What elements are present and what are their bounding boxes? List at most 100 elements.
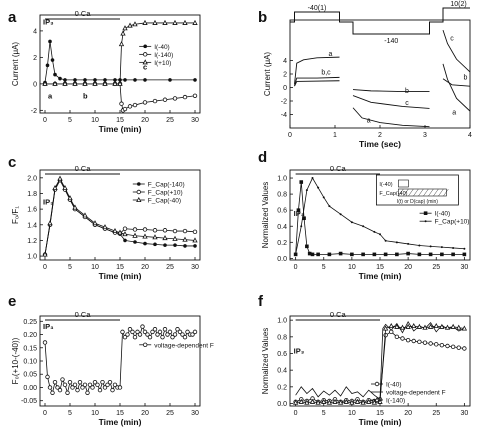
data-point <box>58 76 62 81</box>
y-tick-label: 0.6 <box>277 208 287 215</box>
data-point <box>182 228 188 234</box>
inset-hatch <box>428 188 434 197</box>
y-tick-label: 1.0 <box>277 176 287 183</box>
data-point <box>152 228 158 233</box>
y-tick-label: 0.8 <box>277 192 287 199</box>
x-tick-label: 30 <box>460 410 468 417</box>
trace-label: a <box>329 51 333 58</box>
data-point <box>326 399 333 405</box>
data-point <box>394 334 400 340</box>
data-point <box>117 385 123 390</box>
data-point <box>399 324 406 330</box>
data-point <box>47 385 53 390</box>
data-point <box>157 329 163 335</box>
data-point <box>418 244 421 247</box>
data-point <box>395 252 399 257</box>
x-tick-label: 30 <box>191 264 199 271</box>
data-point <box>90 385 95 390</box>
annotation: a <box>48 91 53 100</box>
data-point <box>417 339 422 345</box>
data-point <box>80 385 85 390</box>
data-point <box>57 175 63 181</box>
data-point <box>462 346 467 351</box>
panel-label: b <box>258 9 267 26</box>
x-tick-label: 5 <box>68 117 72 124</box>
data-point <box>180 332 185 337</box>
y-tick-label: 2 <box>283 72 287 79</box>
x-tick-label: 20 <box>141 410 149 417</box>
data-point <box>384 239 387 242</box>
inset-bar <box>398 179 409 188</box>
data-point <box>456 324 462 330</box>
data-point <box>395 241 398 244</box>
data-point <box>405 337 411 343</box>
data-point <box>371 399 378 405</box>
y-axis-label: F₀(+10-(-40)) <box>11 337 20 384</box>
data-point <box>97 387 103 393</box>
data-point <box>360 399 366 405</box>
trace-label: b <box>464 74 468 81</box>
legend-marker <box>374 396 380 403</box>
data-point <box>170 334 175 340</box>
series-F_Cap(-40) <box>42 175 198 257</box>
data-point <box>105 382 110 388</box>
x-tick-label: 4 <box>468 132 472 139</box>
series-I(+10) <box>42 19 198 86</box>
data-point <box>456 345 461 350</box>
data-point <box>107 379 113 385</box>
data-point <box>153 242 157 247</box>
data-point <box>309 398 316 404</box>
trace-label: a <box>452 110 456 117</box>
data-point <box>55 385 60 390</box>
data-point <box>307 251 312 256</box>
y-tick-label: 0.00 <box>23 385 37 392</box>
data-point <box>125 332 130 337</box>
y-tick-label: 4 <box>33 28 37 35</box>
data-point <box>193 244 197 248</box>
trace-label: a <box>367 118 371 125</box>
y-tick-label: 0.0 <box>277 256 287 263</box>
x-tick-label: 5 <box>68 410 72 417</box>
data-point <box>72 80 78 86</box>
data-point <box>440 252 444 257</box>
data-point <box>416 323 423 329</box>
panel-d: d 0 5 10 15 20 25 30 0.0 0.2 0.4 0.6 0.8 1.0 Time (min… <box>258 149 471 281</box>
legend-label: I(-140) <box>154 52 173 59</box>
x-tick-label: 20 <box>141 117 149 124</box>
inset-hatch <box>433 188 439 197</box>
annotation: c <box>143 62 147 71</box>
data-point <box>182 236 188 242</box>
data-point <box>100 379 105 385</box>
data-point <box>328 205 331 208</box>
data-point <box>45 374 50 380</box>
data-point <box>62 382 68 388</box>
x-tick-label: 5 <box>322 264 326 271</box>
legend-marker <box>374 381 380 387</box>
data-point <box>147 334 153 340</box>
y-tick-label: 0 <box>283 85 287 92</box>
annotation: IP₃ <box>43 322 54 331</box>
data-point <box>152 19 158 25</box>
data-point <box>142 233 148 239</box>
data-point <box>172 19 178 25</box>
data-point <box>152 234 158 240</box>
data-point <box>428 252 433 257</box>
trace-c-step2 <box>352 95 430 109</box>
x-axis-label: Time (min) <box>99 271 142 281</box>
data-point <box>122 226 128 231</box>
y-tick-label: 0.0 <box>277 401 287 408</box>
y-axis-label: F₀/F₁ <box>11 206 20 224</box>
data-point <box>406 251 410 256</box>
data-point <box>305 244 309 249</box>
data-point <box>160 334 165 340</box>
data-point <box>52 184 58 191</box>
annotation: IP₃ <box>294 347 305 356</box>
data-point <box>445 343 450 349</box>
data-point <box>92 379 98 385</box>
data-point <box>407 242 410 245</box>
data-point <box>102 385 108 390</box>
data-point <box>440 246 443 249</box>
data-point <box>133 240 137 244</box>
data-point <box>53 72 57 77</box>
y-axis-label: Current (μA) <box>263 52 272 97</box>
